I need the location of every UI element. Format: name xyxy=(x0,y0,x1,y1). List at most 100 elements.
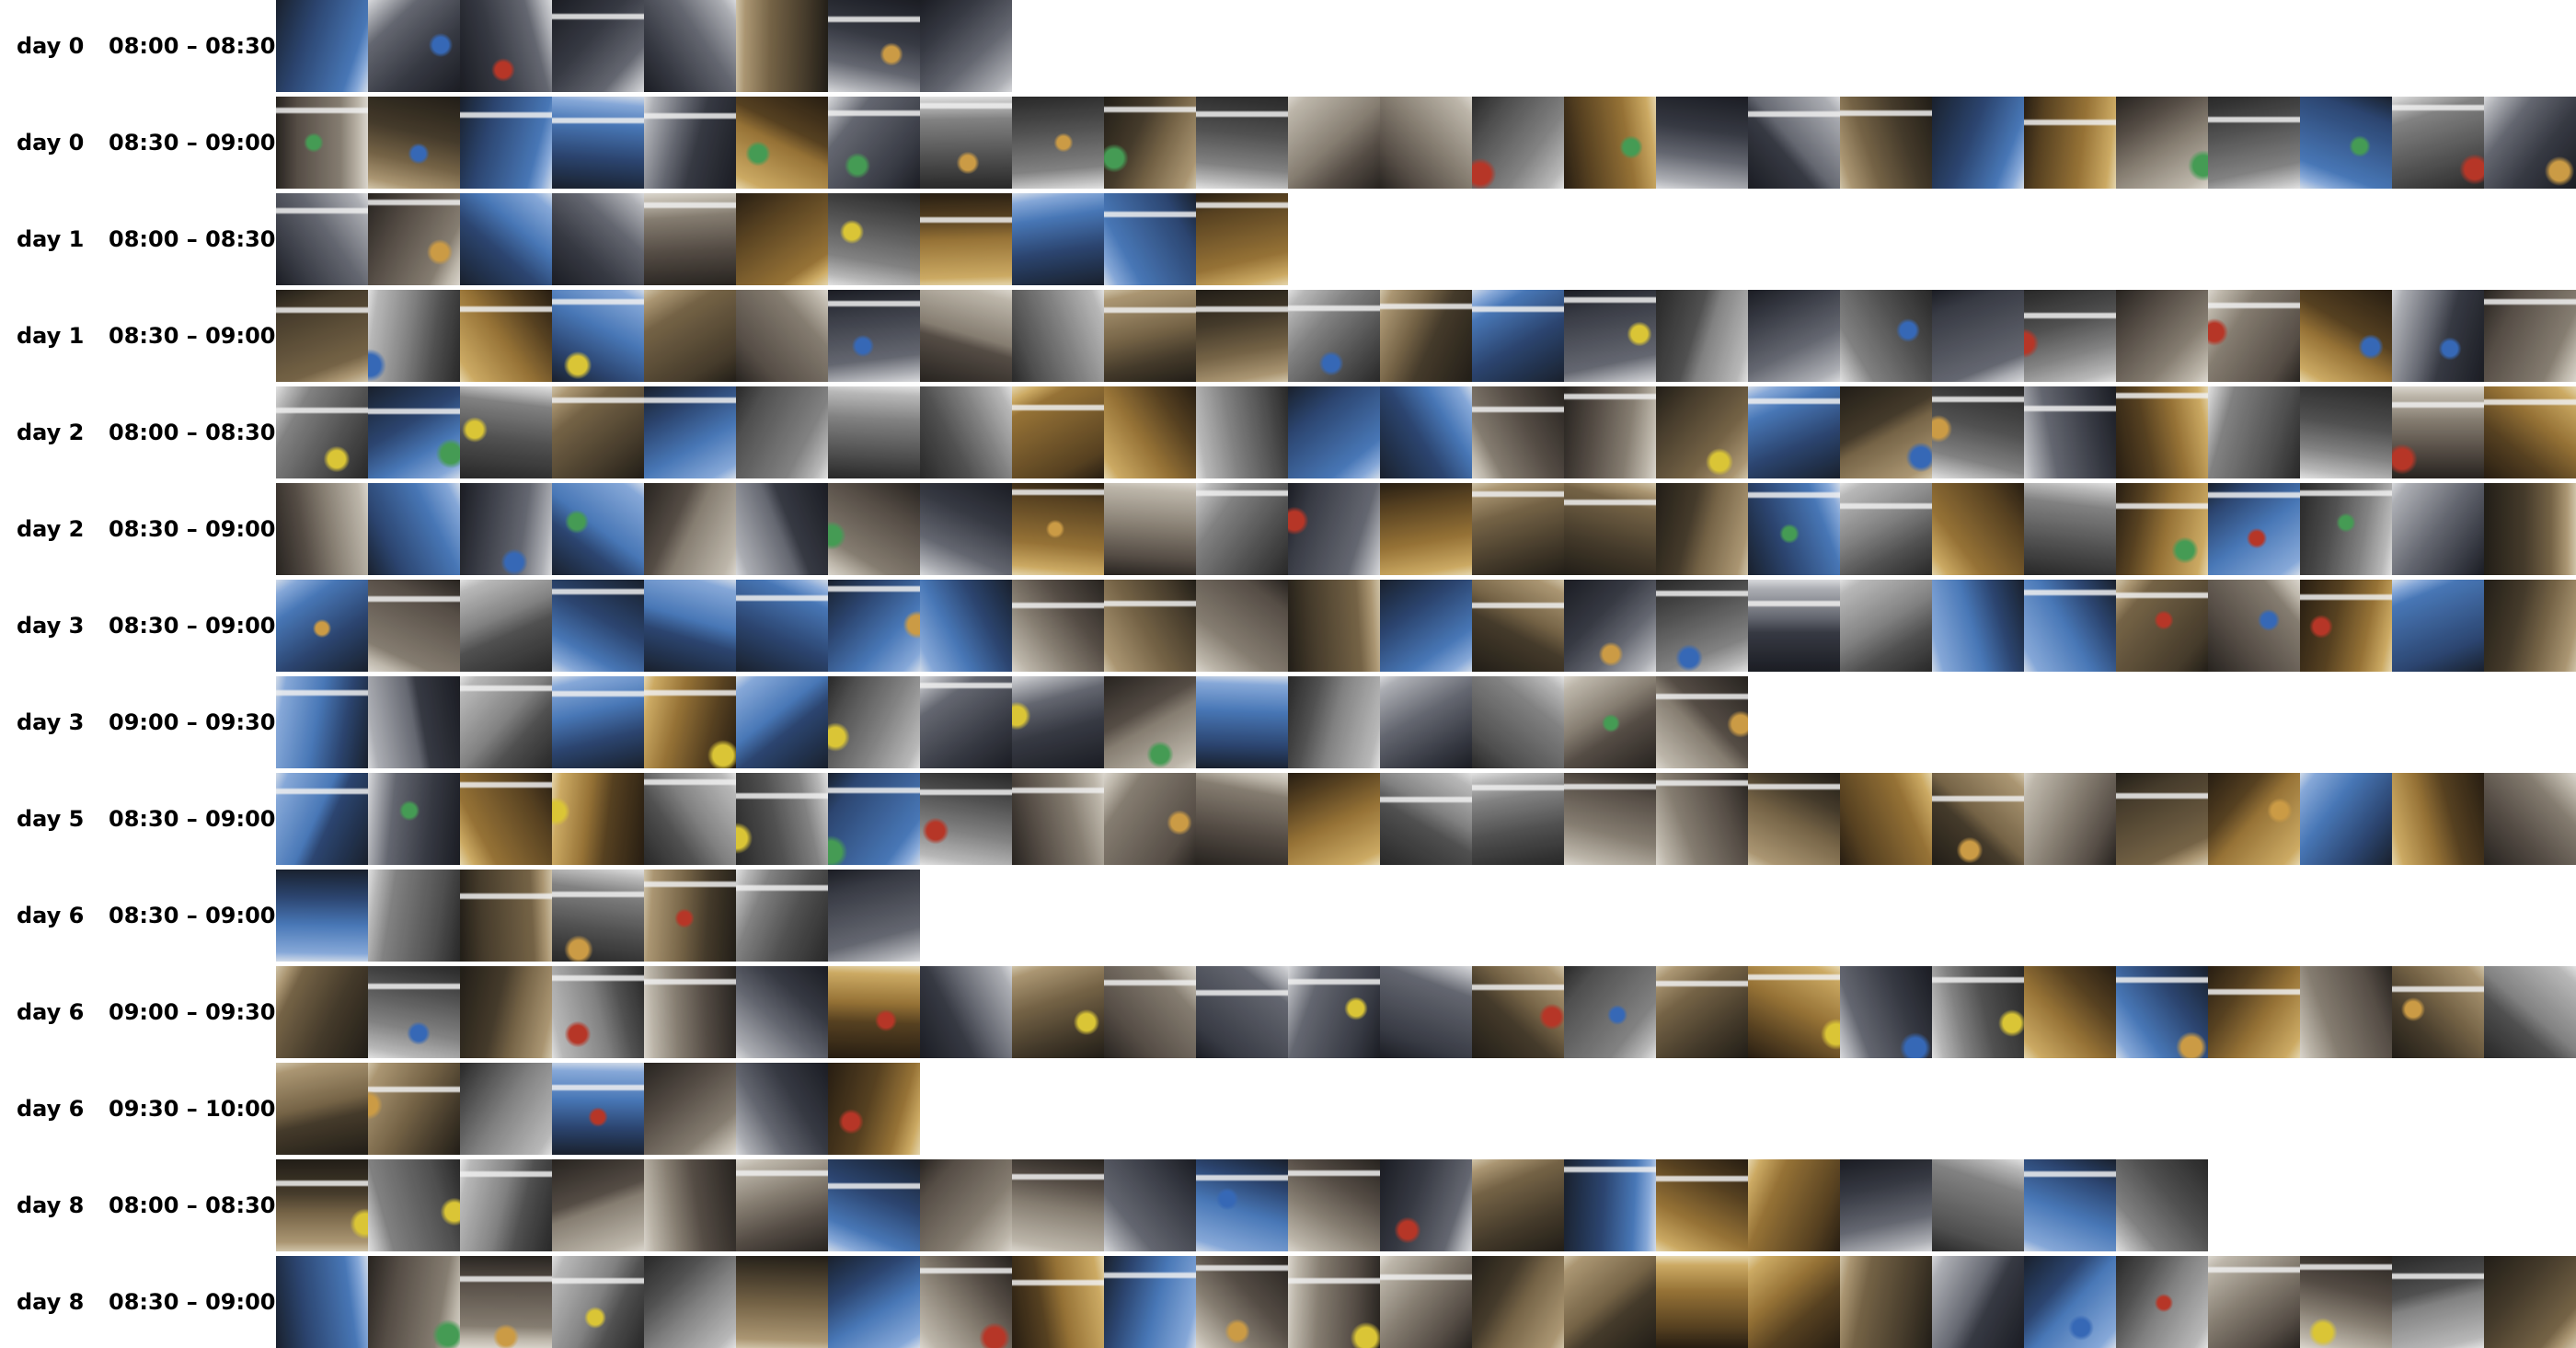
video-frame-thumbnail[interactable] xyxy=(644,1159,736,1251)
video-frame-thumbnail[interactable] xyxy=(2300,773,2392,865)
video-frame-thumbnail[interactable] xyxy=(1104,1159,1196,1251)
video-frame-thumbnail[interactable] xyxy=(920,966,1012,1058)
video-frame-thumbnail[interactable] xyxy=(1012,1159,1104,1251)
video-frame-thumbnail[interactable] xyxy=(552,0,644,92)
video-frame-thumbnail[interactable] xyxy=(1288,97,1380,189)
video-frame-thumbnail[interactable] xyxy=(1288,773,1380,865)
video-frame-thumbnail[interactable] xyxy=(1564,1256,1656,1348)
video-frame-thumbnail[interactable] xyxy=(2484,773,2576,865)
video-frame-thumbnail[interactable] xyxy=(2392,966,2484,1058)
video-frame-thumbnail[interactable] xyxy=(1196,483,1288,575)
video-frame-thumbnail[interactable] xyxy=(1840,1256,1932,1348)
video-frame-thumbnail[interactable] xyxy=(2300,966,2392,1058)
video-frame-thumbnail[interactable] xyxy=(1288,966,1380,1058)
video-frame-thumbnail[interactable] xyxy=(1840,966,1932,1058)
video-frame-thumbnail[interactable] xyxy=(2392,386,2484,478)
video-frame-thumbnail[interactable] xyxy=(1564,676,1656,768)
video-frame-thumbnail[interactable] xyxy=(2116,386,2208,478)
video-frame-thumbnail[interactable] xyxy=(2208,97,2300,189)
video-frame-thumbnail[interactable] xyxy=(1012,386,1104,478)
video-frame-thumbnail[interactable] xyxy=(1104,773,1196,865)
video-frame-thumbnail[interactable] xyxy=(276,580,368,672)
video-frame-thumbnail[interactable] xyxy=(1564,773,1656,865)
video-frame-thumbnail[interactable] xyxy=(552,483,644,575)
video-frame-thumbnail[interactable] xyxy=(1012,1256,1104,1348)
video-frame-thumbnail[interactable] xyxy=(2300,97,2392,189)
video-frame-thumbnail[interactable] xyxy=(2024,1256,2116,1348)
video-frame-thumbnail[interactable] xyxy=(2024,580,2116,672)
video-frame-thumbnail[interactable] xyxy=(460,676,552,768)
video-frame-thumbnail[interactable] xyxy=(828,966,920,1058)
video-frame-thumbnail[interactable] xyxy=(2116,580,2208,672)
video-frame-thumbnail[interactable] xyxy=(2116,773,2208,865)
video-frame-thumbnail[interactable] xyxy=(1196,386,1288,478)
video-frame-thumbnail[interactable] xyxy=(552,966,644,1058)
video-frame-thumbnail[interactable] xyxy=(276,290,368,382)
video-frame-thumbnail[interactable] xyxy=(2024,290,2116,382)
video-frame-thumbnail[interactable] xyxy=(2024,966,2116,1058)
video-frame-thumbnail[interactable] xyxy=(1472,97,1564,189)
video-frame-thumbnail[interactable] xyxy=(1196,966,1288,1058)
video-frame-thumbnail[interactable] xyxy=(1380,1159,1472,1251)
video-frame-thumbnail[interactable] xyxy=(2300,580,2392,672)
video-frame-thumbnail[interactable] xyxy=(1104,193,1196,285)
video-frame-thumbnail[interactable] xyxy=(1104,966,1196,1058)
video-frame-thumbnail[interactable] xyxy=(736,0,828,92)
video-frame-thumbnail[interactable] xyxy=(1564,97,1656,189)
video-frame-thumbnail[interactable] xyxy=(1012,773,1104,865)
video-frame-thumbnail[interactable] xyxy=(1380,676,1472,768)
video-frame-thumbnail[interactable] xyxy=(276,483,368,575)
video-frame-thumbnail[interactable] xyxy=(368,966,460,1058)
video-frame-thumbnail[interactable] xyxy=(736,483,828,575)
video-frame-thumbnail[interactable] xyxy=(2392,483,2484,575)
video-frame-thumbnail[interactable] xyxy=(1288,676,1380,768)
video-frame-thumbnail[interactable] xyxy=(1012,290,1104,382)
video-frame-thumbnail[interactable] xyxy=(2484,483,2576,575)
video-frame-thumbnail[interactable] xyxy=(1656,1159,1748,1251)
video-frame-thumbnail[interactable] xyxy=(552,386,644,478)
video-frame-thumbnail[interactable] xyxy=(828,773,920,865)
video-frame-thumbnail[interactable] xyxy=(828,0,920,92)
video-frame-thumbnail[interactable] xyxy=(1380,386,1472,478)
video-frame-thumbnail[interactable] xyxy=(368,580,460,672)
video-frame-thumbnail[interactable] xyxy=(552,580,644,672)
video-frame-thumbnail[interactable] xyxy=(644,193,736,285)
video-frame-thumbnail[interactable] xyxy=(920,0,1012,92)
video-frame-thumbnail[interactable] xyxy=(1472,290,1564,382)
video-frame-thumbnail[interactable] xyxy=(460,1063,552,1155)
video-frame-thumbnail[interactable] xyxy=(552,290,644,382)
video-frame-thumbnail[interactable] xyxy=(1196,773,1288,865)
video-frame-thumbnail[interactable] xyxy=(828,1256,920,1348)
video-frame-thumbnail[interactable] xyxy=(1288,290,1380,382)
video-frame-thumbnail[interactable] xyxy=(2116,483,2208,575)
video-frame-thumbnail[interactable] xyxy=(460,386,552,478)
video-frame-thumbnail[interactable] xyxy=(2116,1159,2208,1251)
video-frame-thumbnail[interactable] xyxy=(1840,97,1932,189)
video-frame-thumbnail[interactable] xyxy=(460,193,552,285)
video-frame-thumbnail[interactable] xyxy=(2300,290,2392,382)
video-frame-thumbnail[interactable] xyxy=(1932,773,2024,865)
video-frame-thumbnail[interactable] xyxy=(2024,483,2116,575)
video-frame-thumbnail[interactable] xyxy=(2116,97,2208,189)
video-frame-thumbnail[interactable] xyxy=(2208,773,2300,865)
video-frame-thumbnail[interactable] xyxy=(1932,483,2024,575)
video-frame-thumbnail[interactable] xyxy=(1748,483,1840,575)
video-frame-thumbnail[interactable] xyxy=(1472,386,1564,478)
video-frame-thumbnail[interactable] xyxy=(1012,193,1104,285)
video-frame-thumbnail[interactable] xyxy=(2484,386,2576,478)
video-frame-thumbnail[interactable] xyxy=(644,676,736,768)
video-frame-thumbnail[interactable] xyxy=(1840,290,1932,382)
video-frame-thumbnail[interactable] xyxy=(368,1159,460,1251)
video-frame-thumbnail[interactable] xyxy=(276,966,368,1058)
video-frame-thumbnail[interactable] xyxy=(2208,290,2300,382)
video-frame-thumbnail[interactable] xyxy=(276,676,368,768)
video-frame-thumbnail[interactable] xyxy=(1748,773,1840,865)
video-frame-thumbnail[interactable] xyxy=(2392,97,2484,189)
video-frame-thumbnail[interactable] xyxy=(276,0,368,92)
video-frame-thumbnail[interactable] xyxy=(2024,1159,2116,1251)
video-frame-thumbnail[interactable] xyxy=(920,97,1012,189)
video-frame-thumbnail[interactable] xyxy=(368,1063,460,1155)
video-frame-thumbnail[interactable] xyxy=(1012,483,1104,575)
video-frame-thumbnail[interactable] xyxy=(2484,966,2576,1058)
video-frame-thumbnail[interactable] xyxy=(368,870,460,962)
